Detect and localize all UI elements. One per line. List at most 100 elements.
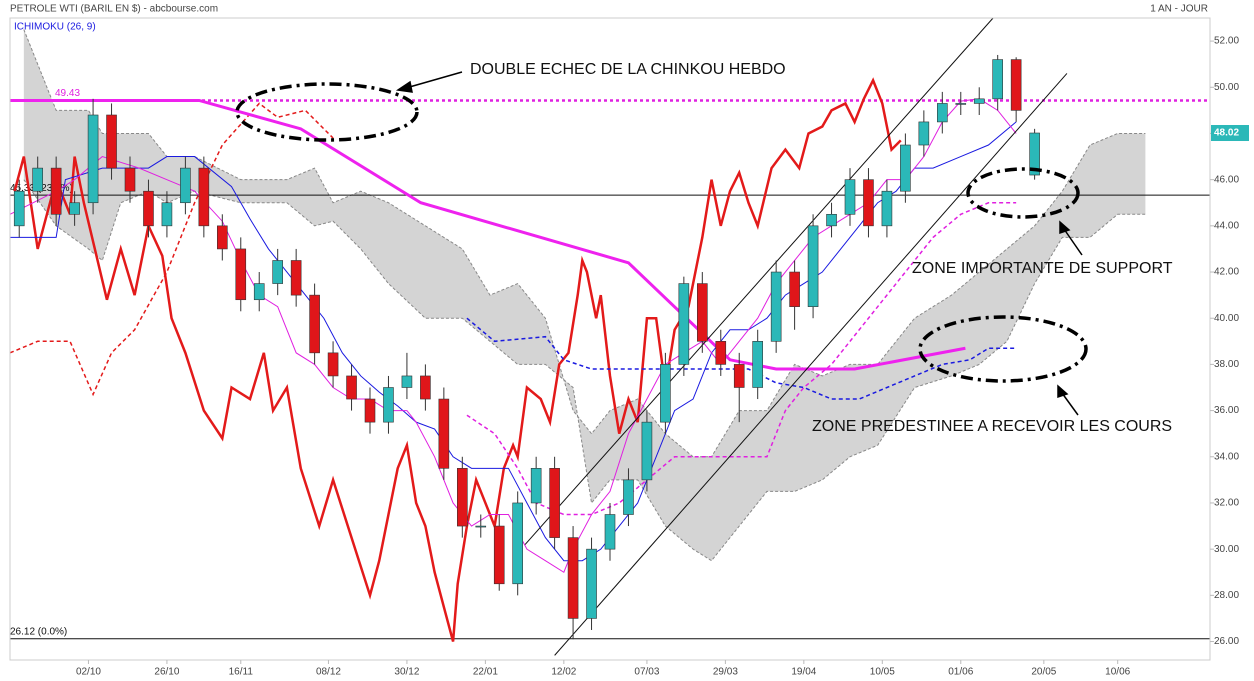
candle-body: [438, 398, 450, 469]
ichimoku-cloud: [23, 29, 1146, 561]
candle-body: [346, 375, 357, 400]
candle-body: [973, 98, 985, 104]
candle-body: [715, 341, 727, 365]
candle-body: [678, 283, 690, 365]
last-price-label: 48.02: [1214, 128, 1239, 139]
x-tick-label: 01/06: [948, 667, 973, 678]
annotation: ZONE IMPORTANTE DE SUPPORT: [912, 260, 1173, 277]
y-tick-label: 36.00: [1214, 405, 1239, 416]
candle-body: [457, 468, 468, 527]
candle-body: [604, 514, 616, 550]
candle-body: [327, 352, 339, 377]
candle-body: [844, 179, 856, 215]
candle-body: [106, 114, 117, 169]
arrow-head: [1057, 384, 1069, 399]
candle-body: [623, 479, 634, 515]
x-tick-label: 10/05: [870, 667, 895, 678]
candle-body: [364, 398, 376, 423]
candle-body: [253, 283, 265, 301]
arrow-head: [1059, 220, 1071, 235]
candle-body: [217, 225, 228, 250]
annotation-arrows: [395, 71, 1083, 416]
indicator-line: [554, 73, 1068, 656]
candle-body: [290, 260, 302, 296]
candle-body: [69, 202, 80, 215]
arrow: [405, 71, 463, 89]
candle-body: [660, 364, 671, 423]
y-tick-label: 40.00: [1214, 313, 1239, 324]
indicator-label: ICHIMOKU (26, 9): [14, 22, 96, 33]
candle-body: [955, 103, 967, 105]
x-tick-label: 26/10: [154, 667, 179, 678]
plot-frame: [9, 17, 1211, 661]
candle-body: [641, 421, 653, 481]
candle-body: [1029, 132, 1040, 176]
ellipse: [966, 167, 1080, 219]
candle-body: [937, 103, 948, 123]
candle-body: [586, 548, 597, 619]
x-tick-label: 12/02: [551, 667, 576, 678]
candle-body: [807, 225, 819, 307]
x-tick-label: 08/12: [316, 667, 341, 678]
annotation: DOUBLE ECHEC DE LA CHINKOU HEBDO: [470, 61, 786, 78]
y-tick-label: 46.00: [1214, 174, 1239, 185]
y-tick-label: 34.00: [1214, 451, 1239, 462]
x-tick-label: 30/12: [394, 667, 419, 678]
indicator-line: [13, 77, 902, 642]
candle-body: [309, 294, 320, 354]
candle-body: [475, 525, 487, 528]
candle-body: [512, 502, 523, 585]
last-price-box: [1211, 125, 1249, 142]
level-label: 49.43: [55, 88, 80, 99]
candle-body: [549, 468, 560, 538]
y-tick-label: 30.00: [1214, 544, 1239, 555]
candle-body: [900, 144, 911, 192]
y-tick-label: 44.00: [1214, 220, 1239, 231]
indicator-line: [9, 98, 1017, 573]
x-tick-label: 07/03: [634, 667, 659, 678]
candle-body: [124, 167, 136, 192]
x-tick-label: 22/01: [473, 667, 498, 678]
candle-body: [826, 213, 837, 227]
annotation: ZONE PREDESTINEE A RECEVOIR LES COURS: [812, 418, 1172, 435]
x-tick-label: 19/04: [791, 667, 816, 678]
candle-body: [235, 248, 247, 301]
y-tick-label: 26.00: [1214, 636, 1239, 647]
candle-body: [1010, 59, 1022, 111]
x-tick-label: 02/10: [76, 667, 101, 678]
y-tick-label: 38.00: [1214, 359, 1239, 370]
candle-body: [881, 190, 893, 227]
x-tick-label: 16/11: [229, 667, 254, 678]
candle-body: [13, 190, 25, 227]
candle-body: [401, 375, 413, 388]
candle-body: [180, 167, 191, 204]
annotation-ellipses: [235, 82, 1088, 383]
chart-title: PETROLE WTI (BARIL EN $) - abcbourse.com: [10, 4, 218, 15]
arrow-head: [395, 80, 413, 93]
x-tick-label: 20/05: [1031, 667, 1056, 678]
candle-body: [161, 202, 173, 227]
y-tick-label: 50.00: [1214, 82, 1239, 93]
candle-body: [770, 271, 782, 342]
y-tick-label: 32.00: [1214, 498, 1239, 509]
candle-body: [272, 260, 283, 284]
candle-body: [992, 59, 1003, 100]
ellipse: [918, 315, 1088, 383]
candle-body: [733, 364, 745, 388]
candle-body: [32, 167, 43, 192]
candle-body: [420, 375, 431, 400]
candle-body: [752, 341, 763, 388]
candle-body: [198, 167, 210, 227]
candle-body: [87, 114, 99, 204]
x-tick-label: 10/06: [1105, 667, 1130, 678]
y-tick-label: 52.00: [1214, 36, 1239, 47]
ellipse: [235, 82, 419, 142]
candle-body: [918, 121, 930, 146]
candle-body: [383, 387, 394, 423]
y-tick-label: 42.00: [1214, 267, 1239, 278]
arrow: [1061, 392, 1079, 416]
candle-body: [50, 167, 62, 215]
indicator-line: [524, 17, 994, 545]
